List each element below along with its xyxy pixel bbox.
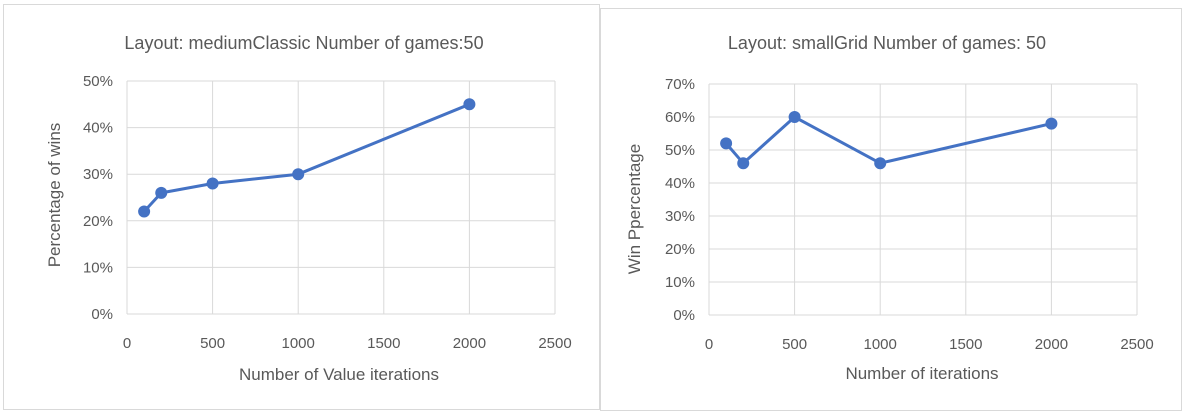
series-line — [724, 115, 1052, 165]
y-tick-label: 30% — [665, 208, 695, 225]
y-axis-label: Win Ppercentage — [625, 144, 644, 274]
y-tick-label: 70% — [665, 76, 695, 93]
y-axis-label: Percentage of wins — [45, 123, 64, 268]
data-point — [737, 157, 750, 170]
y-tick-label: 10% — [665, 274, 695, 291]
x-tick-label: 2500 — [1120, 336, 1153, 353]
x-tick-label: 500 — [782, 336, 807, 353]
x-tick-label: 1000 — [282, 335, 315, 352]
chart-panel-medium-classic: Layout: mediumClassic Number of games:50… — [3, 4, 600, 410]
chart-panel-small-grid: Layout: smallGrid Number of games: 50 0%… — [600, 8, 1182, 411]
data-point — [788, 111, 801, 123]
chart-title: Layout: mediumClassic Number of games:50 — [124, 33, 483, 53]
x-axis-label: Number of iterations — [845, 364, 998, 383]
x-tick-label: 0 — [123, 335, 131, 352]
x-tick-label: 2000 — [453, 335, 486, 352]
x-tick-label: 2500 — [538, 335, 571, 352]
data-point — [138, 205, 151, 218]
x-tick-label: 1500 — [367, 335, 400, 352]
y-tick-label: 10% — [83, 259, 113, 276]
y-tick-label: 40% — [83, 120, 113, 137]
y-tick-label: 0% — [91, 306, 113, 323]
y-tick-label: 50% — [83, 73, 113, 90]
x-tick-label: 500 — [200, 335, 225, 352]
y-tick-label: 50% — [665, 142, 695, 159]
x-tick-label: 1000 — [864, 336, 897, 353]
chart-title: Layout: smallGrid Number of games: 50 — [728, 33, 1046, 53]
chart-small-grid: Layout: smallGrid Number of games: 50 0%… — [625, 33, 1154, 383]
data-point — [463, 98, 476, 111]
data-point — [874, 157, 887, 170]
y-tick-label: 40% — [665, 175, 695, 192]
data-point — [720, 137, 733, 150]
y-tick-label: 0% — [673, 307, 695, 324]
y-tick-label: 20% — [83, 213, 113, 230]
y-tick-label: 60% — [665, 109, 695, 126]
x-axis-label: Number of Value iterations — [239, 365, 439, 384]
data-point — [1045, 117, 1058, 130]
x-tick-label: 2000 — [1035, 336, 1068, 353]
data-point — [206, 177, 219, 190]
y-tick-label: 30% — [83, 166, 113, 183]
data-point — [292, 168, 305, 181]
x-tick-label: 0 — [705, 336, 713, 353]
data-point — [155, 186, 168, 199]
y-tick-label: 20% — [665, 241, 695, 258]
chart-medium-classic: Layout: mediumClassic Number of games:50… — [45, 33, 572, 384]
series-line — [143, 102, 470, 213]
x-tick-label: 1500 — [949, 336, 982, 353]
